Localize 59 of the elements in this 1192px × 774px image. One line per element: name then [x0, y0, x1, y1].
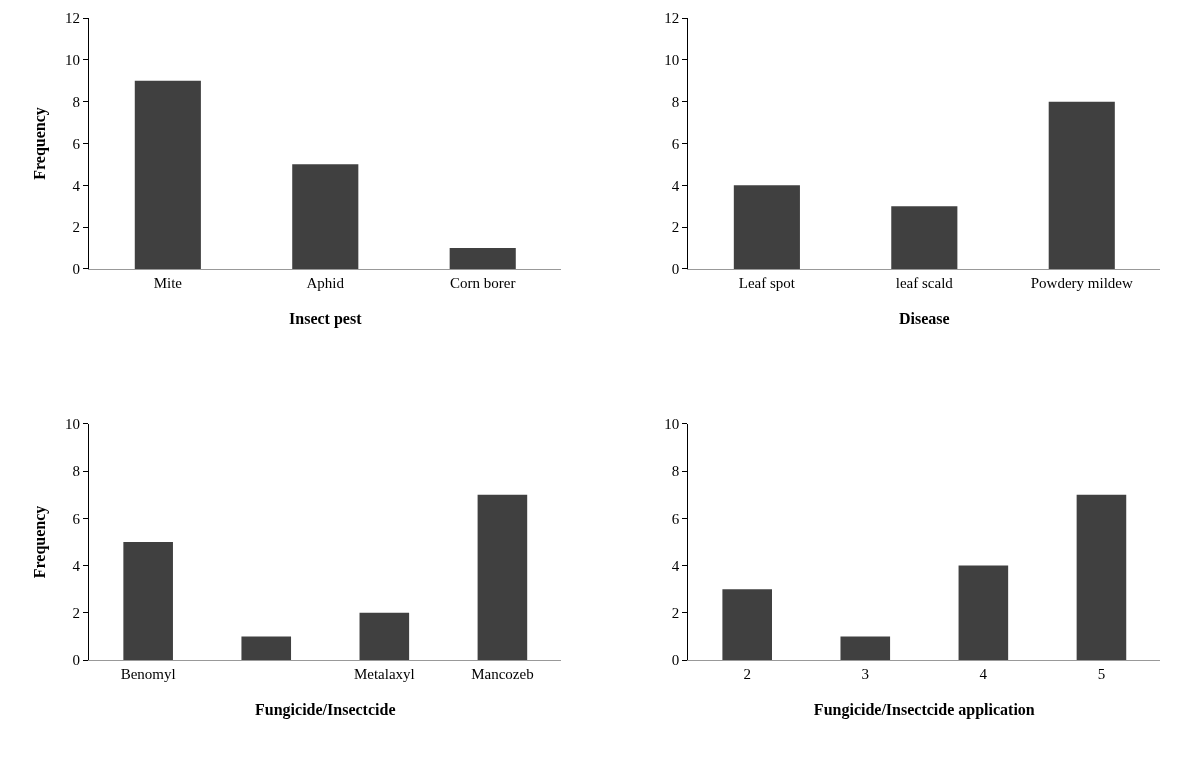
y-tick-label: 6	[72, 510, 81, 527]
bar	[241, 636, 292, 661]
y-tick-label: 0	[671, 652, 680, 669]
x-tick-label: Powdery mildew	[1030, 274, 1133, 291]
bar	[1076, 494, 1127, 661]
y-tick-label: 0	[671, 261, 680, 278]
y-axis-title: Frequency	[31, 505, 50, 579]
y-tick-label: 2	[72, 605, 81, 622]
y-tick-label: 6	[671, 135, 680, 152]
y-tick-label: 10	[664, 416, 680, 433]
y-tick-label: 6	[671, 510, 680, 527]
x-tick-label: 3	[861, 666, 870, 683]
bar	[958, 565, 1009, 661]
bar	[733, 185, 800, 269]
x-tick-label: 2	[743, 666, 751, 683]
y-tick-label: 4	[671, 557, 680, 574]
y-tick-label: 2	[72, 219, 81, 236]
y-tick-label: 6	[72, 135, 81, 152]
y-tick-label: 4	[671, 177, 680, 194]
x-axis-title: Fungicide/Insectcide application	[813, 700, 1035, 719]
bar	[840, 636, 891, 661]
bar	[449, 248, 516, 269]
y-tick-label: 2	[671, 219, 680, 236]
bar	[292, 164, 359, 269]
bar	[477, 494, 528, 661]
y-tick-label: 8	[671, 463, 680, 480]
y-axis-title: Frequency	[31, 107, 50, 180]
y-tick-label: 8	[72, 463, 81, 480]
x-tick-label: Benomyl	[120, 666, 176, 683]
bar	[359, 612, 410, 661]
bar	[134, 80, 201, 269]
y-tick-label: 0	[72, 261, 81, 278]
x-tick-label: 5	[1097, 666, 1106, 683]
y-tick-label: 4	[72, 557, 81, 574]
y-tick-label: 10	[65, 52, 81, 69]
x-tick-label: 4	[979, 666, 988, 683]
y-tick-label: 0	[72, 652, 81, 669]
y-tick-label: 12	[664, 10, 680, 27]
x-axis-title: Fungicide/Insectcide	[255, 700, 396, 719]
bar	[722, 589, 772, 661]
x-tick-label: leaf scald	[895, 274, 954, 291]
x-tick-label: Mancozeb	[471, 666, 534, 683]
x-tick-label: Mite	[153, 274, 183, 291]
y-tick-label: 10	[664, 52, 680, 69]
bar	[1048, 101, 1115, 269]
x-tick-label: Metalaxyl	[353, 666, 415, 683]
bar	[123, 541, 173, 661]
y-tick-label: 2	[671, 605, 680, 622]
x-tick-label: Corn borer	[450, 274, 516, 291]
y-tick-label: 8	[72, 93, 81, 110]
x-tick-label: Aphid	[306, 274, 345, 291]
bar	[891, 206, 958, 269]
y-tick-label: 10	[65, 416, 81, 433]
x-tick-label: Leaf spot	[738, 274, 796, 291]
y-tick-label: 12	[65, 10, 81, 27]
x-axis-title: Insect pest	[289, 309, 363, 328]
y-tick-label: 8	[671, 93, 680, 110]
x-axis-title: Disease	[898, 309, 950, 327]
y-tick-label: 4	[72, 177, 81, 194]
